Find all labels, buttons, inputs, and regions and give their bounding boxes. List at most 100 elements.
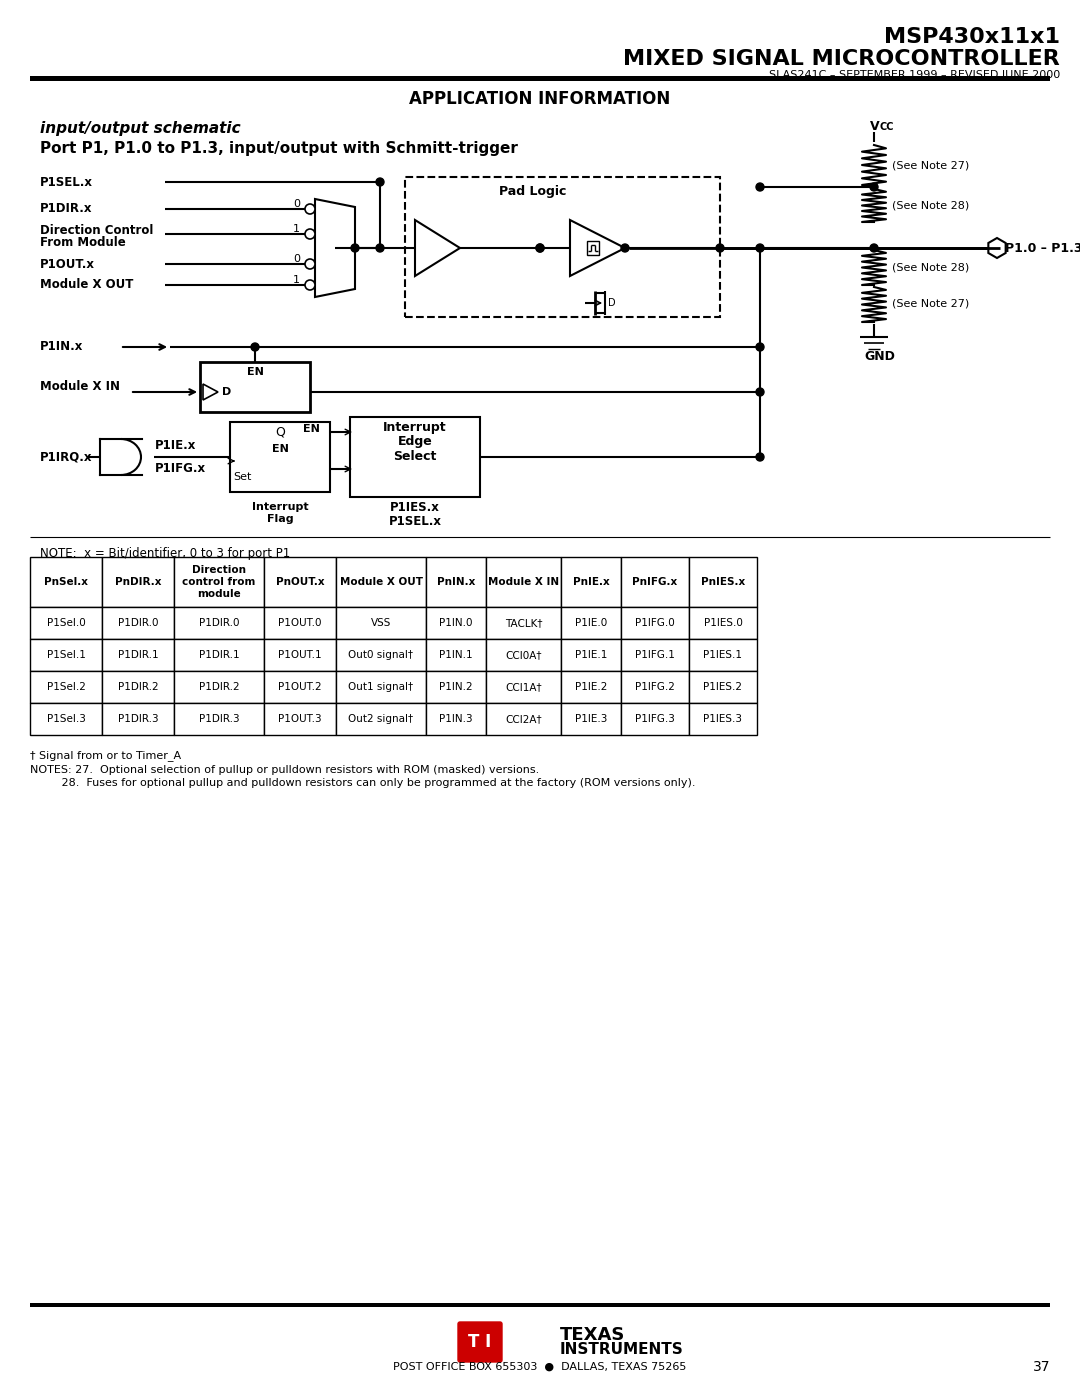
Text: EN: EN [303,425,320,434]
Text: Out2 signal†: Out2 signal† [349,714,414,724]
Bar [174,608,264,638]
Circle shape [716,244,724,251]
Text: P1IFG.3: P1IFG.3 [635,714,675,724]
Bar [426,557,486,608]
Bar [689,671,757,703]
Text: P1DIR.2: P1DIR.2 [199,682,240,692]
Circle shape [536,244,544,251]
Bar [426,638,486,671]
Text: NOTE:  x = Bit/identifier, 0 to 3 for port P1: NOTE: x = Bit/identifier, 0 to 3 for por… [40,548,291,560]
Text: P1IRQ.x: P1IRQ.x [40,450,93,464]
Text: P1DIR.1: P1DIR.1 [118,650,159,659]
Bar [350,416,480,497]
Text: P1OUT.0: P1OUT.0 [279,617,322,629]
Text: 1: 1 [293,224,300,235]
Bar [561,608,621,638]
Text: 0: 0 [293,198,300,210]
Text: P1IN.1: P1IN.1 [440,650,473,659]
Text: PnOUT.x: PnOUT.x [275,577,324,587]
Bar [689,557,757,608]
Text: PnDIR.x: PnDIR.x [114,577,161,587]
Text: Direction Control: Direction Control [40,224,153,236]
Text: PnIN.x: PnIN.x [436,577,475,587]
Text: TEXAS: TEXAS [561,1326,625,1344]
Text: P1IE.2: P1IE.2 [575,682,607,692]
Text: Set: Set [233,472,252,482]
Bar [264,671,336,703]
Text: P1DIR.3: P1DIR.3 [199,714,240,724]
Bar [174,671,264,703]
Text: P1Sel.2: P1Sel.2 [46,682,85,692]
Text: (See Note 27): (See Note 27) [892,161,969,170]
Text: 1: 1 [293,275,300,285]
Bar [561,638,621,671]
Bar [264,638,336,671]
Text: P1OUT.1: P1OUT.1 [279,650,322,659]
Text: INSTRUMENTS: INSTRUMENTS [561,1341,684,1356]
Bar [30,703,102,735]
Text: P1DIR.x: P1DIR.x [40,203,93,215]
Text: P1Sel.3: P1Sel.3 [46,714,85,724]
Text: From Module: From Module [40,236,125,249]
Text: P1SEL.x: P1SEL.x [40,176,93,189]
Circle shape [305,258,315,270]
Text: P1IFG.1: P1IFG.1 [635,650,675,659]
Text: P1IFG.x: P1IFG.x [156,462,206,475]
Bar [102,638,174,671]
Bar [486,608,561,638]
Bar [230,422,330,492]
Circle shape [376,177,384,186]
Text: CCI2A†: CCI2A† [505,714,542,724]
Bar [486,557,561,608]
Bar [486,638,561,671]
Text: P1IE.x: P1IE.x [156,439,197,453]
Bar [561,557,621,608]
Circle shape [870,183,878,191]
Text: P1Sel.0: P1Sel.0 [46,617,85,629]
Bar [264,703,336,735]
Circle shape [351,244,359,251]
Bar [102,557,174,608]
Text: Module X OUT: Module X OUT [339,577,422,587]
Bar [174,638,264,671]
Text: Q: Q [275,426,285,439]
Bar [621,703,689,735]
Text: P1IES.0: P1IES.0 [703,617,742,629]
Text: CC: CC [879,122,893,131]
Text: GND: GND [864,351,895,363]
Text: MSP430x11x1: MSP430x11x1 [885,27,1059,47]
Bar [336,638,426,671]
Bar [30,671,102,703]
Circle shape [756,388,764,395]
Bar [264,557,336,608]
Bar [30,638,102,671]
Text: D: D [222,387,231,397]
Text: Module X IN: Module X IN [40,380,120,394]
Text: EN: EN [246,367,264,377]
Bar [336,557,426,608]
Bar [426,703,486,735]
Text: † Signal from or to Timer_A: † Signal from or to Timer_A [30,750,181,761]
Text: Interrupt
Flag: Interrupt Flag [252,502,308,524]
Bar [426,608,486,638]
Bar [200,362,310,412]
Text: EN: EN [271,444,288,454]
Text: Out0 signal†: Out0 signal† [349,650,414,659]
Text: P1IE.1: P1IE.1 [575,650,607,659]
Circle shape [756,344,764,351]
Text: P1DIR.2: P1DIR.2 [118,682,159,692]
Circle shape [756,183,764,191]
Text: 28.  Fuses for optional pullup and pulldown resistors can only be programmed at : 28. Fuses for optional pullup and pulldo… [30,778,696,788]
Bar [689,608,757,638]
Text: P1IES.2: P1IES.2 [703,682,743,692]
Text: (See Note 27): (See Note 27) [892,299,969,309]
Text: Port P1, P1.0 to P1.3, input/output with Schmitt-trigger: Port P1, P1.0 to P1.3, input/output with… [40,141,518,156]
Text: P1IES.1: P1IES.1 [703,650,743,659]
Text: (See Note 28): (See Note 28) [892,200,969,210]
Circle shape [756,453,764,461]
Text: P1IN.x: P1IN.x [40,341,83,353]
Text: D: D [608,298,616,307]
Text: PnIE.x: PnIE.x [572,577,609,587]
Bar [174,703,264,735]
Text: P1OUT.x: P1OUT.x [40,257,95,271]
